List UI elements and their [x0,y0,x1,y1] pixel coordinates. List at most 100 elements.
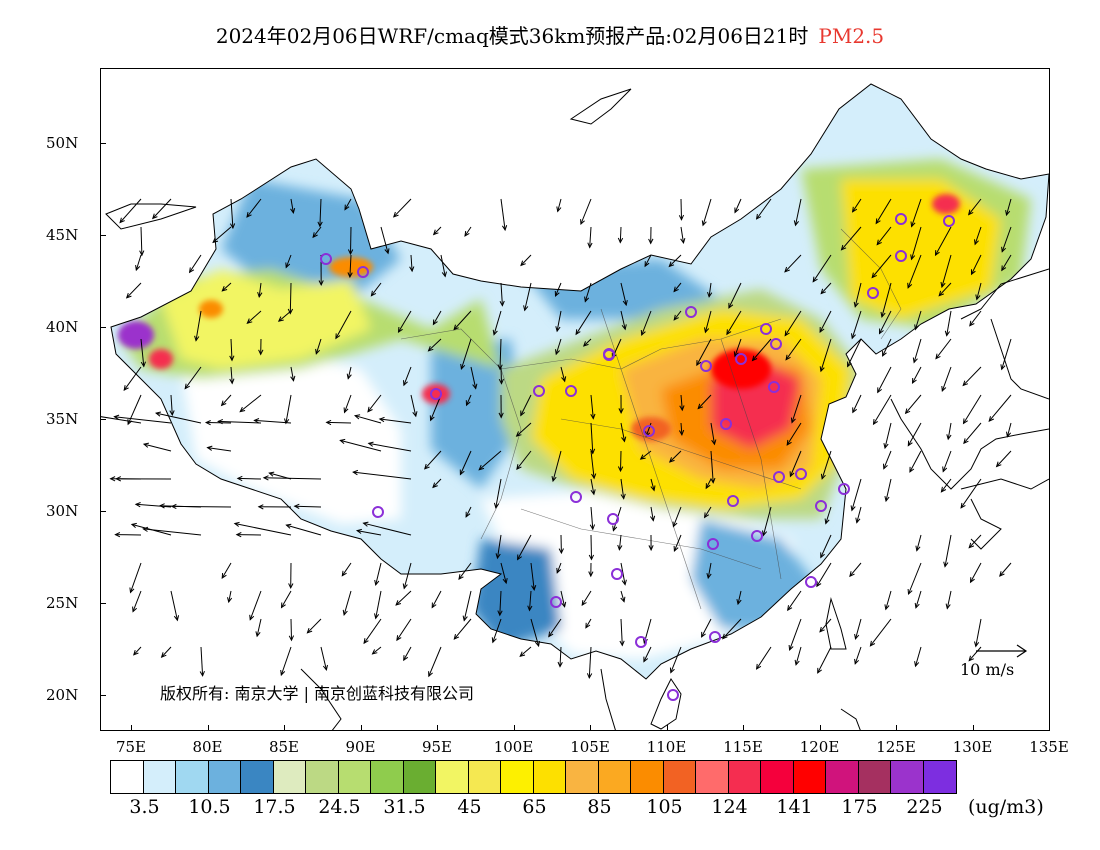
lat-tick [100,327,106,328]
wind-arrow [816,562,832,588]
wind-arrow [960,478,982,509]
legend-swatch [436,761,469,793]
wind-arrow [880,282,892,319]
wind-arrow [762,506,772,537]
wind-arrow [246,310,262,324]
wind-arrow [374,562,382,587]
lat-label: 20N [46,686,79,704]
legend-swatch [858,761,891,793]
lon-label: 90E [345,738,376,756]
wind-arrow [431,590,442,609]
city-marker [550,596,562,608]
wind-arrow [341,562,352,577]
city-marker [895,250,907,262]
legend-label: 124 [711,796,748,818]
city-marker [943,215,955,227]
wind-arrow [988,394,1012,422]
wind-arrow [339,438,382,452]
wind-arrow [876,226,892,246]
legend-swatch [761,761,794,793]
legend-label: 10.5 [188,796,231,818]
wind-arrow [790,394,802,424]
wind-arrow [755,646,772,670]
wind-arrow [912,338,922,364]
wind-arrow [620,562,627,586]
wind-arrow [527,590,533,612]
legend-swatch [891,761,924,793]
city-marker [768,381,780,393]
wind-arrow [229,198,236,230]
city-marker [685,306,697,318]
wind-arrow [551,450,562,483]
wind-arrow [909,450,922,473]
wind-arrow [432,310,442,326]
wind-arrow [355,528,382,536]
wind-arrow [497,338,503,371]
map-panel[interactable] [100,68,1050,731]
wind-arrow [586,646,593,680]
city-marker [607,513,619,525]
pollutant-label: PM2.5 [818,24,885,48]
city-marker [700,360,712,372]
wind-arrow [135,254,142,272]
wind-arrow [142,442,172,452]
wind-arrow [158,503,202,509]
wind-arrow [249,590,262,621]
wind-arrow [280,646,292,677]
wind-arrow [784,254,802,273]
wind-arrow [817,646,832,674]
lat-label: 25N [46,594,79,612]
legend-swatch [468,761,501,793]
wind-reference-label: 10 m/s [960,660,1015,679]
wind-arrow [403,366,412,387]
legend-swatch [826,761,859,793]
legend-swatch [241,761,274,793]
lon-tick [513,725,515,731]
wind-arrow [999,562,1012,577]
wind-arrow [974,618,982,648]
wind-arrow [284,394,292,425]
wind-arrow [493,478,502,509]
legend-label: 17.5 [253,796,296,818]
wind-arrow [942,450,952,473]
wind-arrow [995,450,1012,468]
wind-arrow [705,478,712,490]
wind-arrow [495,534,502,560]
wind-arrow [132,590,142,613]
wind-arrow [464,226,472,237]
wind-arrow [910,226,922,261]
wind-arrow [852,394,862,414]
lat-tick [100,419,106,420]
wind-arrow [875,198,892,225]
wind-arrow [851,310,862,340]
wind-arrow [520,254,532,267]
lat-tick [100,603,106,604]
wind-arrow [726,310,742,336]
legend-label: 65 [522,796,547,818]
wind-arrow [871,254,892,279]
city-marker [603,348,615,360]
wind-arrow [465,394,472,407]
wind-arrow [914,310,922,331]
wind-arrow [560,590,567,608]
wind-arrow [794,646,802,666]
lon-tick [360,725,362,731]
city-marker [635,636,647,648]
city-marker [611,568,623,580]
legend-swatch [273,761,306,793]
wind-arrow [346,366,352,380]
legend-label: 85 [587,796,612,818]
wind-arrow [290,366,296,382]
wind-arrow [722,618,742,640]
legend-label: 105 [646,796,683,818]
wind-arrow [344,198,352,211]
wind-arrow [410,394,418,418]
wind-arrow [617,450,624,473]
wind-arrow [974,226,982,246]
city-marker [760,323,772,335]
wind-arrow [429,394,442,422]
wind-arrow [221,562,232,579]
wind-arrow [277,310,292,322]
wind-arrow [620,590,626,603]
wind-arrow [517,534,532,561]
